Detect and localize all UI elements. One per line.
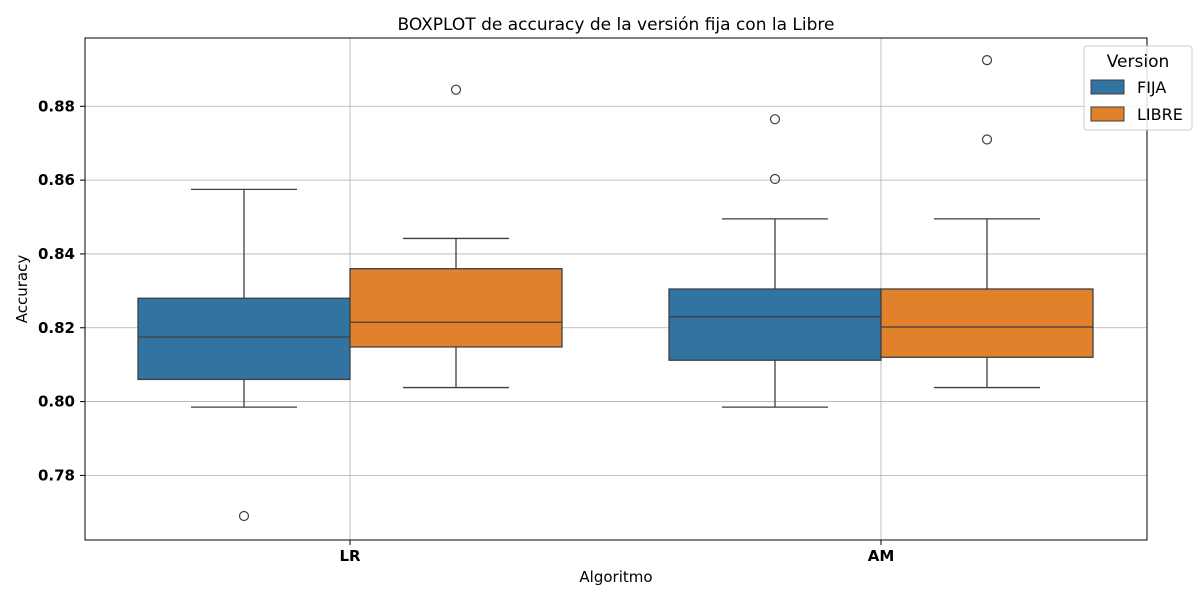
legend-title: Version xyxy=(1107,52,1170,72)
y-ticks: 0.78 0.80 0.82 0.84 0.86 0.88 xyxy=(38,97,85,484)
fija-lr-outlier-0 xyxy=(238,510,250,522)
legend-label-fija: FIJA xyxy=(1137,78,1166,97)
x-tick-label-lr: LR xyxy=(339,547,361,565)
y-tick-label-5: 0.88 xyxy=(38,97,75,115)
fija-am-box xyxy=(668,288,882,361)
fija-am-outlier-0 xyxy=(769,173,781,185)
y-tick-label-1: 0.80 xyxy=(38,393,75,411)
legend: Version FIJA LIBRE xyxy=(1083,45,1193,131)
fija-lr-box xyxy=(137,297,351,381)
legend-swatch-libre xyxy=(1090,106,1125,122)
y-axis-label: Accuracy xyxy=(13,255,31,324)
legend-swatch-fija xyxy=(1090,79,1125,95)
libre-lr-box xyxy=(349,268,563,348)
y-tick-label-0: 0.78 xyxy=(38,466,75,484)
plot-frame xyxy=(84,37,1148,541)
x-ticks: LR AM xyxy=(339,540,894,565)
legend-label-libre: LIBRE xyxy=(1137,105,1183,124)
x-tick-label-am: AM xyxy=(868,547,895,565)
libre-lr-outlier-0 xyxy=(450,84,462,95)
y-tick-label-2: 0.82 xyxy=(38,319,75,337)
x-axis-label: Algoritmo xyxy=(579,568,652,586)
libre-am-outlier-0 xyxy=(981,134,993,145)
y-tick-label-3: 0.84 xyxy=(38,245,75,263)
libre-am-box xyxy=(880,288,1094,358)
y-tick-label-4: 0.86 xyxy=(38,171,75,189)
boxes-layer xyxy=(137,55,1094,522)
chart-title: BOXPLOT de accuracy de la versión fija c… xyxy=(398,15,835,35)
fija-am-outlier-1 xyxy=(769,114,781,125)
libre-am-outlier-1 xyxy=(981,55,993,66)
